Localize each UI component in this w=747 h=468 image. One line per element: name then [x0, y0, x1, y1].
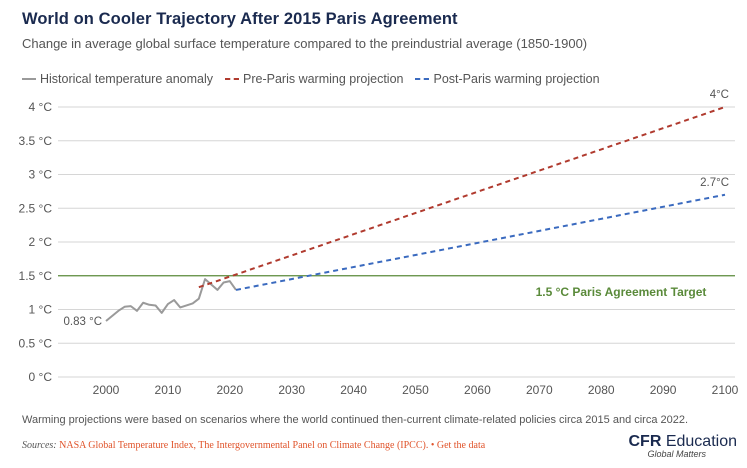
- x-tick-label: 2070: [526, 383, 553, 397]
- series-line-1: [198, 106, 726, 289]
- x-tick-label: 2080: [588, 383, 615, 397]
- legend-item-historical[interactable]: Historical temperature anomaly: [22, 72, 213, 86]
- x-tick-label: 2000: [93, 383, 120, 397]
- get-data-link[interactable]: • Get the data: [430, 440, 486, 451]
- x-tick-label: 2040: [340, 383, 367, 397]
- legend-item-pre-paris[interactable]: Pre-Paris warming projection: [225, 72, 403, 86]
- logo-education: Education: [661, 433, 737, 450]
- footnote: Warming projections were based on scenar…: [22, 414, 689, 426]
- y-tick-label: 1.5 °C: [19, 269, 53, 283]
- data-annotation: 2.7°C: [700, 177, 729, 189]
- legend-label: Post-Paris warming projection: [433, 72, 600, 86]
- y-tick-label: 1 °C: [29, 303, 53, 317]
- y-tick-label: 2.5 °C: [19, 201, 53, 215]
- logo-tagline: Global Matters: [647, 449, 707, 459]
- sources: Sources: NASA Global Temperature Index, …: [22, 440, 485, 451]
- x-tick-label: 2090: [650, 383, 677, 397]
- y-tick-label: 3.5 °C: [19, 134, 53, 148]
- y-tick-label: 0 °C: [29, 370, 53, 384]
- line-chart: 0 °C 0.5 °C 1 °C 1.5 °C 2 °C 2.5 °C 3 °C 3.5 °C…: [19, 89, 739, 397]
- logo-cfr: CFR: [628, 433, 662, 450]
- legend-label: Pre-Paris warming projection: [243, 72, 404, 86]
- data-annotation: 0.83 °C: [64, 316, 102, 328]
- x-tick-label: 2020: [216, 383, 243, 397]
- legend-swatch-dashed-blue: [415, 78, 430, 80]
- chart-legend: Historical temperature anomaly Pre-Paris…: [22, 72, 612, 86]
- y-tick-label: 2 °C: [29, 235, 53, 249]
- y-tick-label: 0.5 °C: [19, 336, 53, 350]
- sources-link[interactable]: NASA Global Temperature Index, The Inter…: [59, 440, 429, 451]
- x-tick-label: 2010: [155, 383, 182, 397]
- y-tick-label: 3 °C: [29, 168, 53, 182]
- legend-swatch-dashed-red: [225, 78, 239, 80]
- x-tick-label: 2100: [712, 383, 739, 397]
- legend-item-post-paris[interactable]: Post-Paris warming projection: [415, 72, 600, 86]
- sources-label: Sources:: [22, 440, 57, 451]
- legend-swatch-solid: [22, 78, 36, 80]
- x-tick-label: 2050: [402, 383, 429, 397]
- x-tick-label: 2060: [464, 383, 491, 397]
- series-line-0: [105, 278, 237, 322]
- data-annotation: 4°C: [710, 89, 729, 101]
- chart-subtitle: Change in average global surface tempera…: [22, 36, 588, 51]
- legend-label: Historical temperature anomaly: [40, 72, 213, 86]
- chart-title: World on Cooler Trajectory After 2015 Pa…: [22, 10, 458, 28]
- series-line-2: [235, 193, 726, 291]
- cfr-education-logo[interactable]: CFR Education Global Matters: [629, 433, 738, 459]
- x-tick-label: 2030: [278, 383, 305, 397]
- y-tick-label: 4 °C: [29, 100, 53, 114]
- paris-target-label: 1.5 °C Paris Agreement Target: [536, 285, 707, 299]
